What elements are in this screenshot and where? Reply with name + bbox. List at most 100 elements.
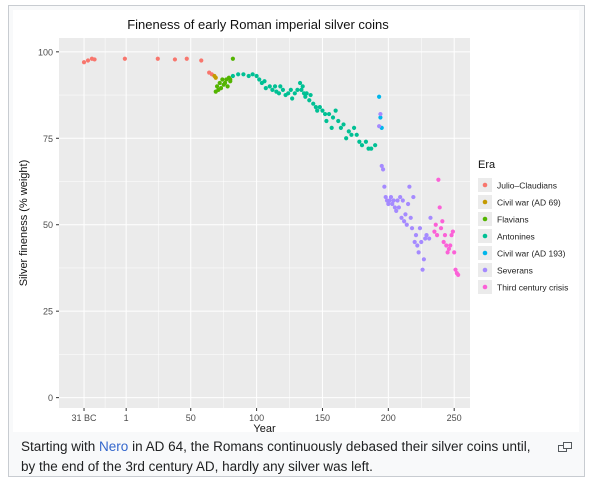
data-point [303, 94, 308, 99]
y-tick-label: 100 [38, 47, 53, 57]
legend-key-dot [482, 284, 488, 290]
data-point [453, 267, 458, 272]
nero-link[interactable]: Nero [99, 439, 129, 454]
data-point [433, 222, 438, 227]
data-point [218, 86, 224, 91]
data-point [419, 239, 424, 245]
x-tick-label: 50 [186, 413, 196, 423]
legend-key-dot [482, 250, 488, 256]
data-point [230, 73, 235, 79]
chart-image[interactable]: Fineness of early Roman imperial silver … [13, 10, 579, 432]
data-point [378, 111, 383, 117]
data-point [324, 118, 329, 124]
data-point [380, 167, 386, 172]
enlarge-icon-glyph [558, 442, 572, 452]
x-tick-label: 250 [447, 413, 462, 423]
chart-title: Fineness of early Roman imperial silver … [127, 17, 389, 32]
data-point [405, 201, 411, 207]
data-point [292, 91, 297, 96]
data-point [295, 87, 300, 92]
data-point [351, 125, 357, 131]
data-point [395, 198, 400, 203]
figure-frame: Fineness of early Roman imperial silver … [8, 5, 585, 477]
data-point [377, 124, 382, 129]
data-point [398, 194, 403, 200]
data-point [394, 208, 399, 213]
data-point [228, 77, 233, 82]
data-point [280, 87, 286, 92]
data-point [377, 94, 382, 99]
y-axis: 0 25 50 75 100 [38, 47, 59, 403]
data-points [81, 56, 461, 277]
x-tick-label: 150 [315, 413, 330, 423]
data-point [300, 84, 305, 89]
legend-title: Era [478, 159, 496, 171]
data-point [85, 58, 91, 63]
data-point [311, 101, 316, 106]
data-point [448, 243, 453, 248]
data-point [263, 86, 268, 91]
legend-label: Antonines [497, 232, 535, 242]
data-point [445, 250, 450, 255]
data-point [326, 111, 332, 117]
data-point [290, 96, 295, 101]
legend-label: Civil war (AD 69) [497, 198, 561, 208]
data-point [250, 72, 255, 77]
data-point [424, 233, 429, 238]
data-point [456, 272, 461, 277]
data-point [409, 226, 415, 231]
data-point [412, 239, 417, 245]
x-axis: 31 BC 1 50 100 150 200 250 [72, 408, 462, 423]
data-point [213, 75, 218, 80]
caption-text-after: in AD 64, the Romans continuously debase… [21, 439, 531, 474]
data-point [262, 79, 267, 84]
data-point [449, 233, 454, 238]
data-point [81, 60, 87, 65]
y-tick-label: 75 [43, 134, 53, 144]
legend-key-dot [482, 182, 488, 188]
data-point [286, 91, 291, 96]
data-point [382, 184, 387, 189]
data-point [357, 139, 362, 144]
data-point [299, 87, 304, 92]
data-point [272, 84, 278, 89]
data-point [387, 198, 392, 203]
data-point [270, 87, 275, 92]
caption-text-before: Starting with [21, 439, 100, 454]
data-point [349, 132, 354, 137]
data-point [441, 239, 446, 245]
data-point [254, 73, 259, 79]
data-point [346, 129, 351, 134]
data-point [399, 215, 404, 220]
data-point [420, 267, 425, 272]
legend-key-dot [482, 216, 488, 222]
plot-panel [59, 38, 470, 408]
data-point [408, 215, 413, 220]
figure-caption: Starting with Nero in AD 64, the Romans … [21, 437, 541, 477]
enlarge-icon[interactable] [558, 440, 572, 452]
data-point [308, 92, 313, 98]
data-point [329, 125, 334, 131]
data-point [402, 219, 407, 224]
y-tick-label: 0 [48, 393, 53, 403]
data-point [396, 205, 401, 210]
data-point [438, 226, 444, 231]
data-point [434, 233, 440, 238]
data-point [267, 84, 272, 89]
data-point [330, 115, 336, 120]
data-point [338, 125, 344, 131]
data-point [320, 108, 325, 113]
y-axis-label: Silver fineness (% weight) [18, 160, 30, 287]
legend: Era Julio–Claudians Civil war (AD 69) Flav… [478, 159, 568, 294]
data-point [230, 56, 235, 61]
data-point [236, 72, 241, 77]
data-point [246, 73, 251, 79]
data-point [400, 198, 405, 203]
data-point [379, 163, 384, 169]
data-point [428, 215, 433, 220]
data-point [442, 233, 448, 238]
x-tick-label: 100 [249, 413, 264, 423]
data-point [452, 250, 457, 255]
data-point [359, 143, 365, 148]
data-point [440, 219, 445, 224]
